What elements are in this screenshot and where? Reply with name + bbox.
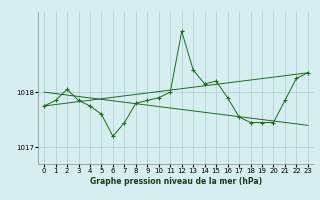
X-axis label: Graphe pression niveau de la mer (hPa): Graphe pression niveau de la mer (hPa) [90, 177, 262, 186]
